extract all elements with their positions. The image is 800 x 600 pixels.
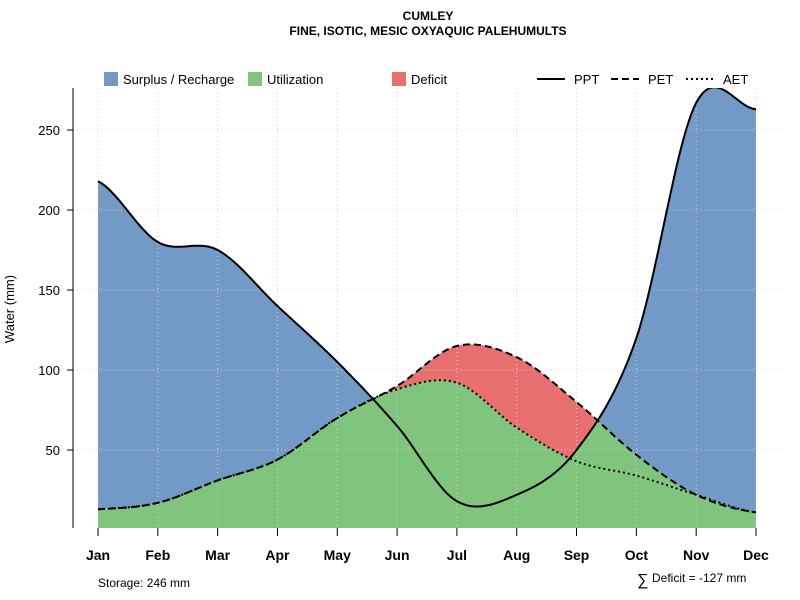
x-tick-label: Sep xyxy=(564,547,590,563)
series-line-ppt xyxy=(97,88,757,508)
legend-swatch-surplus xyxy=(104,72,118,86)
legend-label-pet: PET xyxy=(648,72,673,87)
series-line-pet xyxy=(97,343,757,514)
legend-label-ppt: PPT xyxy=(574,72,599,87)
x-tick-label: Jun xyxy=(385,547,410,563)
legend-label-utilization: Utilization xyxy=(267,72,323,87)
y-tick-label: 50 xyxy=(46,443,60,458)
x-tick-label: Apr xyxy=(265,547,290,563)
deficit-annotation: Deficit = -127 mm xyxy=(652,571,746,585)
x-tick-label: Aug xyxy=(503,547,530,563)
chart-subtitle: FINE, ISOTIC, MESIC OXYAQUIC PALEHUMULTS xyxy=(289,24,566,38)
legend-label-aet: AET xyxy=(723,72,748,87)
legend-label-surplus: Surplus / Recharge xyxy=(123,72,234,87)
x-tick-label: Mar xyxy=(205,547,230,563)
y-tick-label: 200 xyxy=(38,203,60,218)
chart-title: CUMLEY xyxy=(403,9,454,23)
x-tick-label: Oct xyxy=(625,547,649,563)
y-axis-label: Water (mm) xyxy=(2,275,17,343)
legend-label-deficit: Deficit xyxy=(411,72,448,87)
deficit-sum-icon: ∑ xyxy=(637,572,648,589)
x-tick-label: Feb xyxy=(145,547,170,563)
legend-swatch-deficit xyxy=(392,72,406,86)
y-tick-label: 100 xyxy=(38,363,60,378)
x-tick-label: Jan xyxy=(86,547,110,563)
x-tick-label: May xyxy=(324,547,351,563)
y-tick-label: 250 xyxy=(38,123,60,138)
legend-swatch-utilization xyxy=(248,72,262,86)
legend: Surplus / Recharge Utilization Deficit P… xyxy=(104,72,748,87)
x-tick-label: Nov xyxy=(683,547,710,563)
storage-annotation: Storage: 246 mm xyxy=(98,576,190,590)
utilization-area xyxy=(98,380,756,528)
y-tick-label: 150 xyxy=(38,283,60,298)
x-tick-label: Jul xyxy=(447,547,467,563)
x-tick-label: Dec xyxy=(743,547,769,563)
